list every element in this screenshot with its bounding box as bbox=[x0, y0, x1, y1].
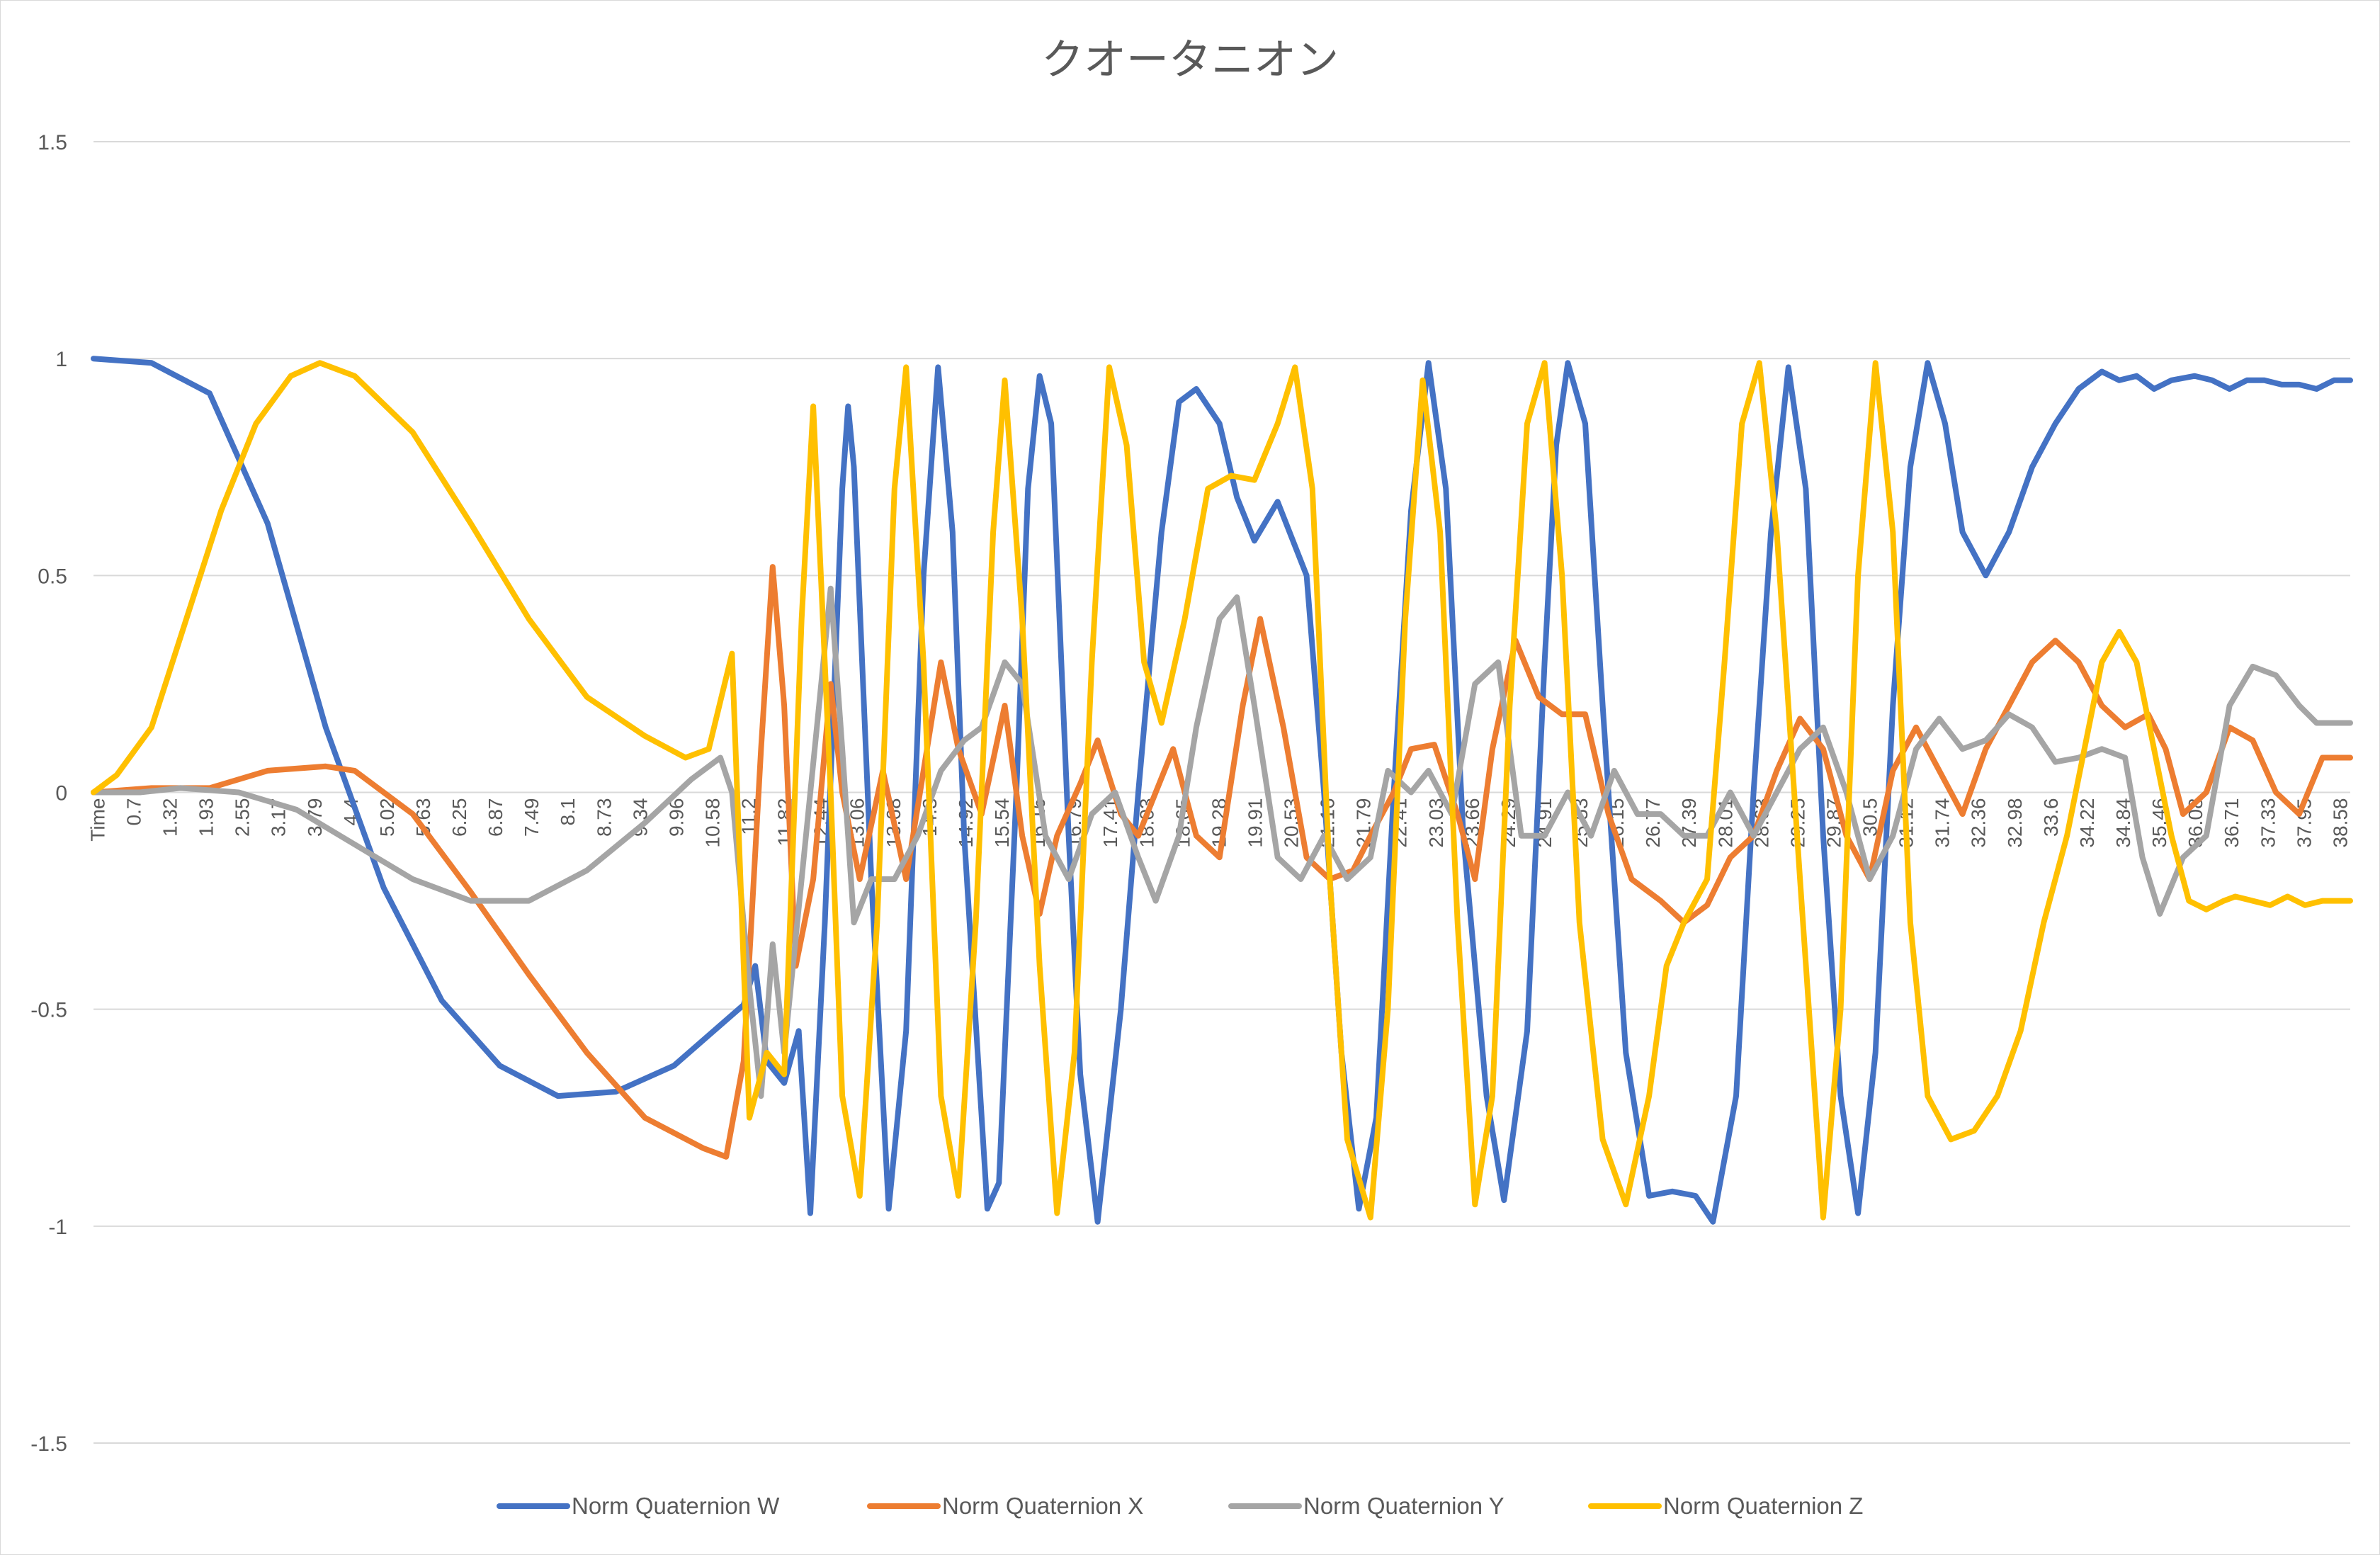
chart-title: クオータニオン bbox=[1041, 35, 1339, 85]
legend-item-norm-quaternion-y: Norm Quaternion Y bbox=[1228, 1493, 1504, 1519]
y-tick-label: 0 bbox=[55, 782, 67, 805]
x-tick-label: 32.98 bbox=[2004, 798, 2026, 848]
y-tick-label: -1 bbox=[48, 1216, 67, 1239]
x-tick-label: 6.25 bbox=[448, 798, 470, 837]
y-axis-ticks: 1.5 1 0.5 0 -0.5 -1 -1.5 bbox=[30, 131, 67, 1456]
x-tick-label: 6.87 bbox=[484, 798, 506, 837]
x-tick-label: 26.77 bbox=[1642, 798, 1664, 848]
x-tick-label: 10.58 bbox=[701, 798, 723, 848]
x-tick-label: 34.84 bbox=[2112, 798, 2134, 848]
x-tick-label: 23.03 bbox=[1425, 798, 1447, 848]
x-tick-label: 8.73 bbox=[593, 798, 615, 837]
x-tick-label: 31.74 bbox=[1932, 798, 1954, 848]
x-tick-label: 7.49 bbox=[521, 798, 543, 837]
x-tick-label: 19.91 bbox=[1244, 798, 1266, 848]
x-tick-label: 1.32 bbox=[159, 798, 181, 837]
legend: Norm Quaternion W Norm Quaternion X Norm Q… bbox=[497, 1493, 1863, 1519]
y-tick-label: -1.5 bbox=[30, 1432, 67, 1456]
x-tick-label: 33.6 bbox=[2040, 798, 2062, 837]
series-line-norm-quaternion-z bbox=[91, 360, 2353, 1221]
legend-label: Norm Quaternion W bbox=[572, 1493, 780, 1519]
y-tick-label: 1.5 bbox=[38, 131, 67, 154]
legend-label: Norm Quaternion Y bbox=[1303, 1493, 1504, 1519]
x-tick-label: 36.71 bbox=[2221, 798, 2243, 848]
legend-item-norm-quaternion-x: Norm Quaternion X bbox=[867, 1493, 1143, 1519]
x-tick-label: 0.7 bbox=[123, 798, 144, 826]
x-tick-label: 9.96 bbox=[665, 798, 687, 837]
y-tick-label: 0.5 bbox=[38, 565, 67, 588]
x-axis-ticks: Time 0.7 1.32 1.93 2.55 3.17 3.79 4.4 5.02 5.63 6.… bbox=[86, 798, 2351, 848]
legend-item-norm-quaternion-w: Norm Quaternion W bbox=[497, 1493, 780, 1519]
x-tick-label: 37.33 bbox=[2257, 798, 2279, 848]
y-tick-label: 1 bbox=[55, 348, 67, 371]
x-tick-label: 1.93 bbox=[196, 798, 217, 837]
gridlines bbox=[94, 141, 2350, 1444]
legend-label: Norm Quaternion X bbox=[942, 1493, 1143, 1519]
legend-label: Norm Quaternion Z bbox=[1663, 1493, 1863, 1519]
legend-item-norm-quaternion-z: Norm Quaternion Z bbox=[1588, 1493, 1863, 1519]
x-tick-label: 8.1 bbox=[557, 798, 579, 826]
x-tick-label: 34.22 bbox=[2076, 798, 2098, 848]
y-tick-label: -0.5 bbox=[30, 999, 67, 1022]
x-tick-label: 15.54 bbox=[991, 798, 1013, 848]
x-tick-label: 27.39 bbox=[1678, 798, 1700, 848]
x-tick-label: 5.02 bbox=[376, 798, 398, 837]
x-tick-label: 38.58 bbox=[2329, 798, 2351, 848]
series-line-norm-quaternion-x bbox=[91, 564, 2353, 1160]
x-axis-title: Time bbox=[86, 798, 108, 842]
series-line-norm-quaternion-w bbox=[91, 356, 2353, 1225]
x-tick-label: 2.55 bbox=[232, 798, 254, 837]
x-tick-label: 32.36 bbox=[1968, 798, 1990, 848]
series-lines bbox=[91, 356, 2353, 1225]
